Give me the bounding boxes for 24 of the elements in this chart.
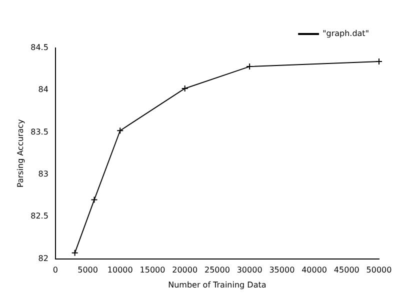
point <box>181 84 188 92</box>
y-tick-label: 82 <box>38 254 48 263</box>
point <box>90 196 98 204</box>
y-axis-title: Parsing Accuracy <box>16 119 25 188</box>
x-tick-label: 45000 <box>334 266 360 275</box>
y-tick-label: 82.5 <box>30 212 48 221</box>
x-tick-label: 20000 <box>172 266 198 275</box>
x-tick-label: 10000 <box>107 266 133 275</box>
y-tick-label: 83 <box>38 170 48 179</box>
x-tick-label: 30000 <box>236 266 262 275</box>
x-tick-label: 35000 <box>269 266 295 275</box>
x-tick-label: 50000 <box>366 266 392 275</box>
y-tick-label: 84 <box>38 85 48 94</box>
point <box>246 63 254 70</box>
x-tick-label: 25000 <box>204 266 230 275</box>
x-tick-label: 5000 <box>78 266 98 275</box>
y-tick-label: 83.5 <box>30 127 48 136</box>
point <box>116 127 124 134</box>
legend-label: "graph.dat" <box>322 29 369 38</box>
x-tick-label: 40000 <box>302 266 328 275</box>
x-tick-label: 15000 <box>140 266 166 275</box>
y-tick-label: 84.5 <box>30 43 48 52</box>
x-tick-label: 0 <box>52 266 58 275</box>
x-axis-title: Number of Training Data <box>168 280 266 290</box>
